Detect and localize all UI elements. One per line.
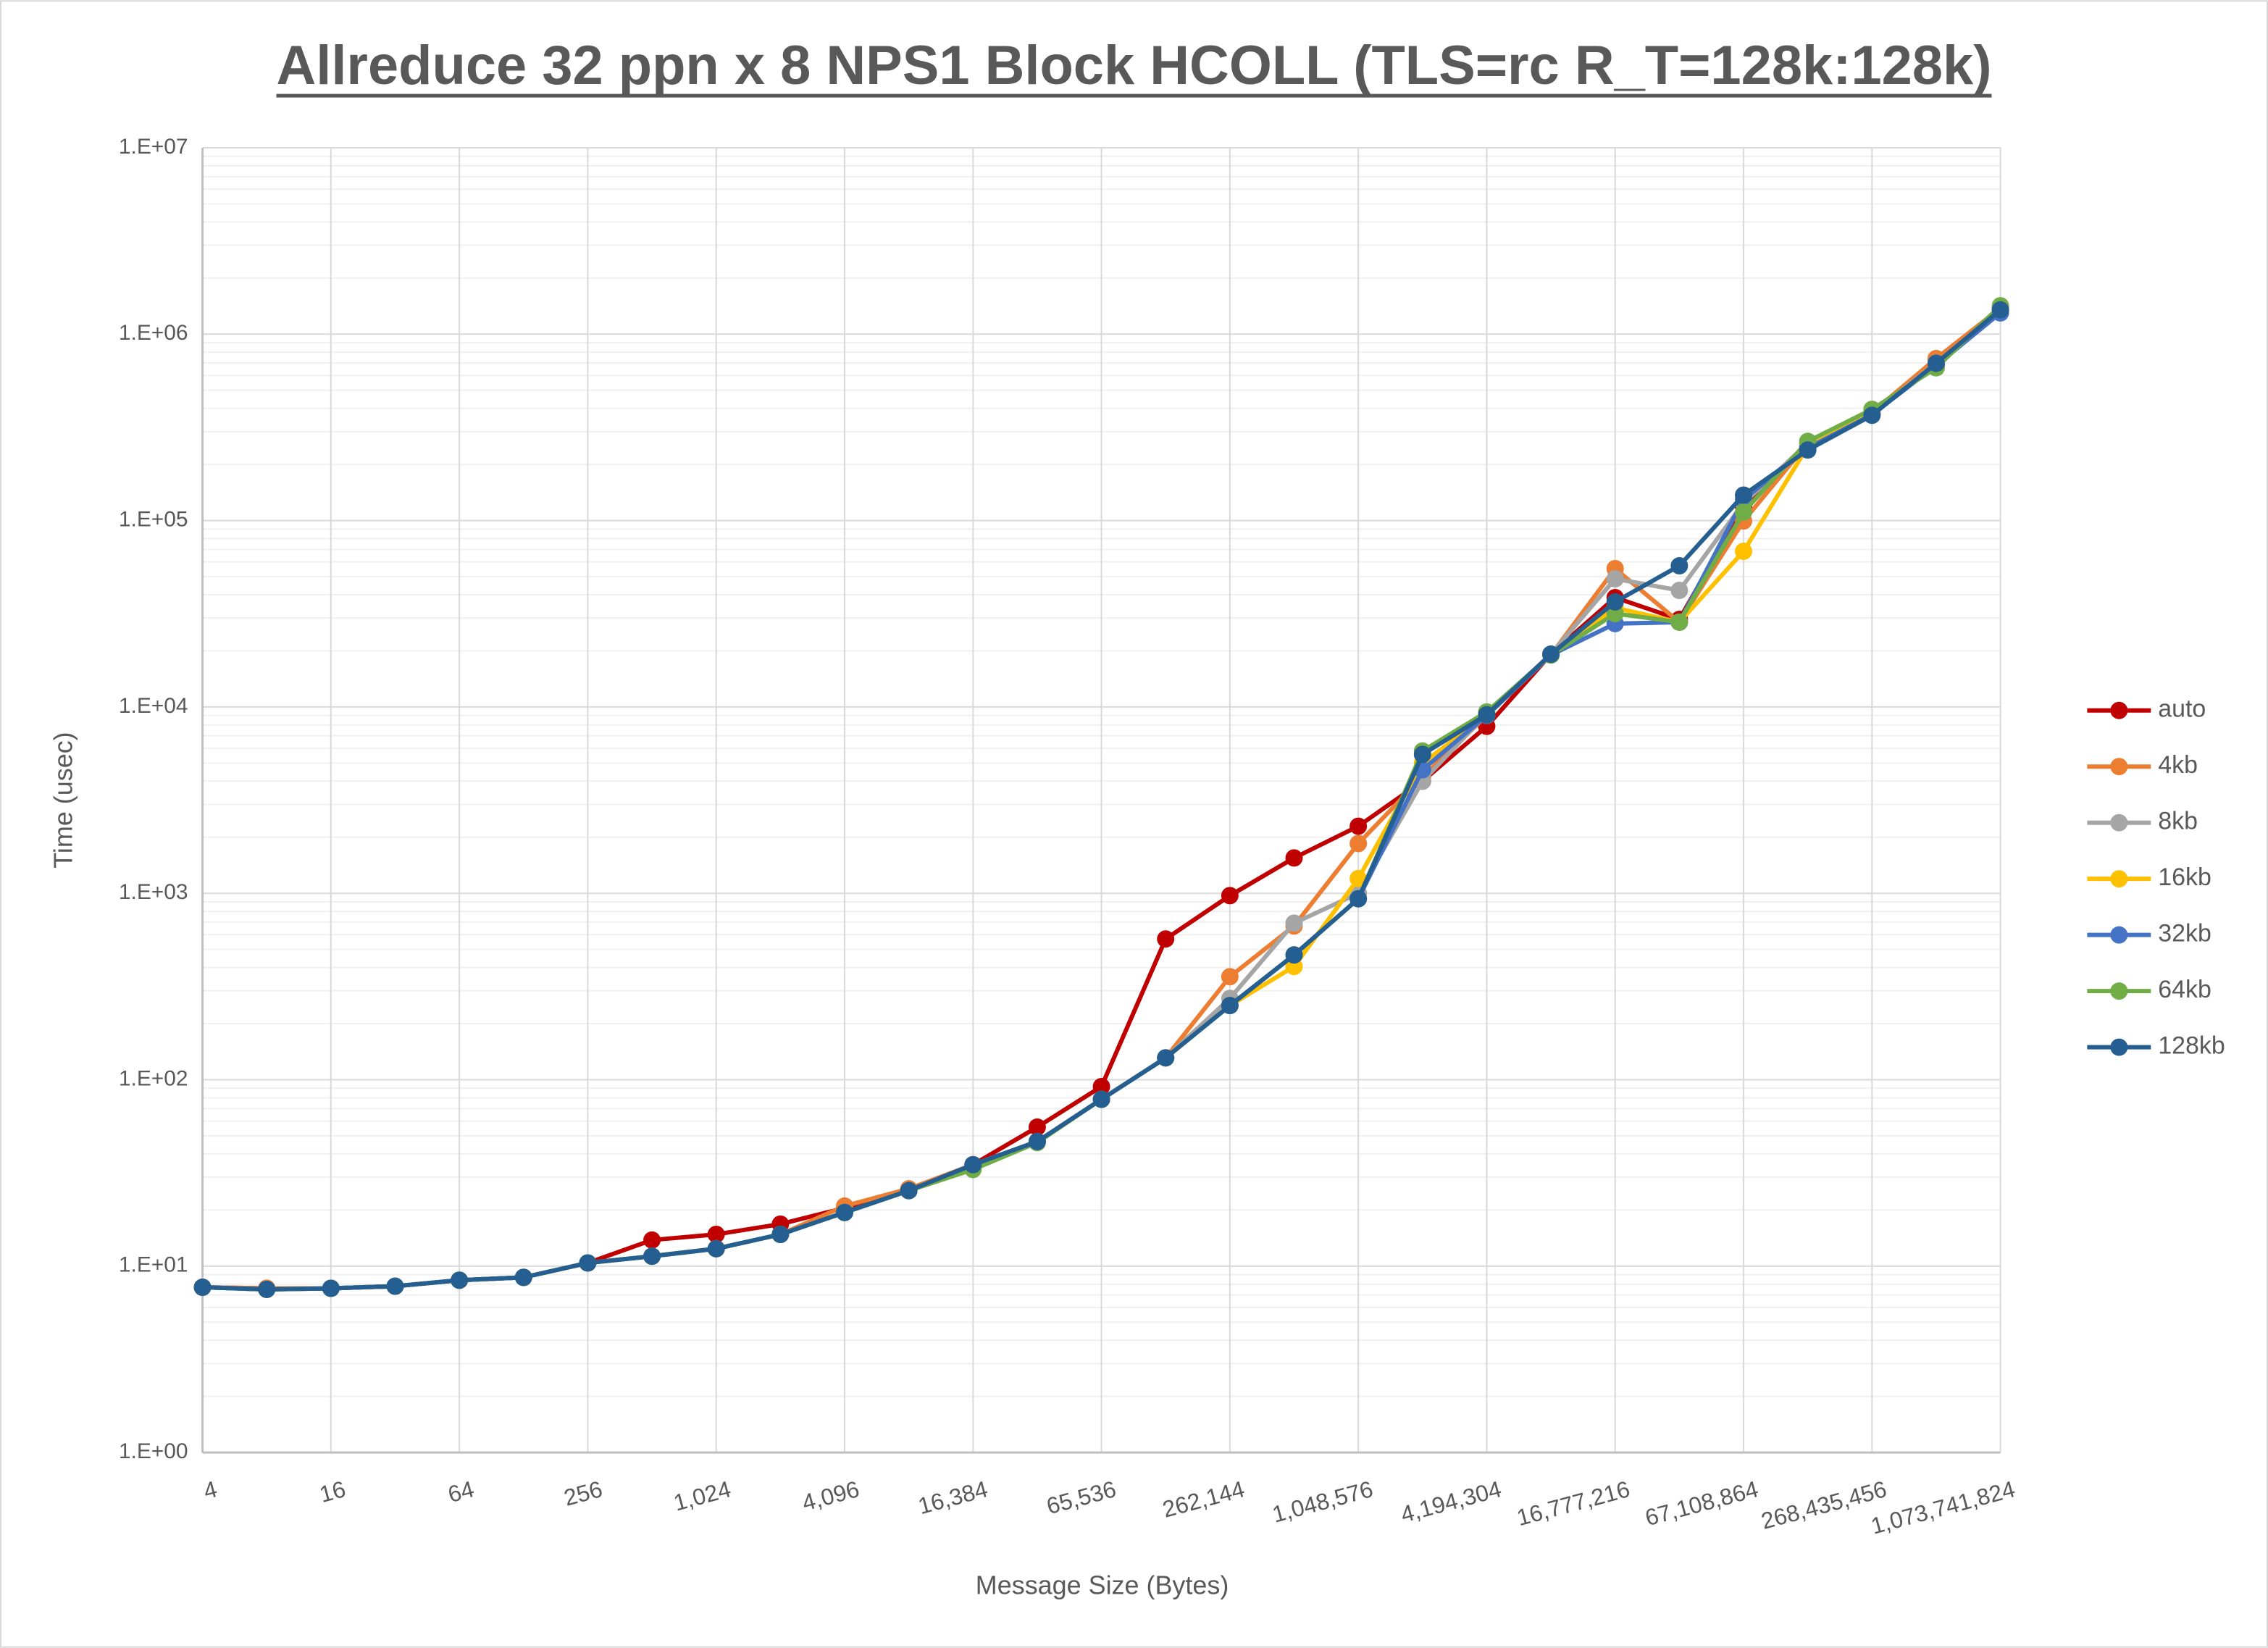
legend-marker (2110, 701, 2128, 719)
data-point (964, 1155, 982, 1174)
legend-label: auto (2158, 695, 2206, 723)
y-tick-label: 1.E+03 (119, 880, 188, 904)
chart-title: Allreduce 32 ppn x 8 NPS1 Block HCOLL (T… (277, 35, 1992, 96)
legend-label: 128kb (2158, 1032, 2225, 1060)
legend-marker (2110, 926, 2128, 944)
data-point (1285, 914, 1303, 932)
data-point (386, 1277, 404, 1295)
y-tick-label: 1.E+05 (119, 508, 188, 532)
y-tick-label: 1.E+04 (119, 694, 188, 718)
legend-marker (2110, 758, 2128, 776)
y-tick-label: 1.E+02 (119, 1066, 188, 1090)
data-point (1863, 406, 1881, 424)
data-point (1157, 1049, 1175, 1067)
x-axis-label: Message Size (Bytes) (976, 1570, 1229, 1599)
data-point (1927, 354, 1945, 372)
data-point (707, 1239, 725, 1258)
y-axis-label: Time (usec) (48, 732, 78, 868)
data-point (1349, 869, 1368, 887)
data-point (643, 1231, 661, 1249)
data-point (514, 1268, 532, 1287)
data-point (1606, 593, 1624, 611)
data-point (771, 1226, 790, 1243)
data-point (1735, 543, 1752, 561)
legend-label: 4kb (2158, 751, 2198, 779)
data-point (1413, 745, 1431, 764)
data-point (1157, 930, 1175, 948)
data-point (1606, 570, 1624, 587)
y-tick-label: 1.E+06 (119, 321, 188, 345)
data-point (193, 1279, 212, 1296)
legend-label: 8kb (2158, 808, 2198, 835)
data-point (1735, 486, 1752, 504)
data-point (451, 1271, 469, 1289)
data-point (1221, 997, 1239, 1015)
data-point (1799, 441, 1817, 459)
data-point (1735, 503, 1752, 521)
data-point (900, 1181, 918, 1200)
data-point (1221, 968, 1239, 986)
x-tick-label: 16 (317, 1476, 348, 1507)
x-tick-label: 64 (445, 1476, 477, 1507)
legend-marker (2110, 813, 2128, 832)
data-point (1028, 1132, 1046, 1150)
data-point (1478, 706, 1496, 724)
data-point (643, 1247, 661, 1266)
legend-label: 16kb (2158, 863, 2211, 891)
data-point (1670, 582, 1689, 599)
grid (201, 146, 2001, 1454)
data-point (707, 1226, 725, 1243)
data-point (1349, 817, 1368, 835)
legend-marker (2110, 982, 2128, 1000)
legend-label: 32kb (2158, 920, 2211, 948)
legend-marker (2110, 870, 2128, 888)
data-point (258, 1280, 276, 1298)
data-point (1349, 835, 1368, 853)
data-point (1285, 849, 1303, 867)
data-point (1092, 1077, 1110, 1095)
data-point (579, 1254, 597, 1272)
legend-label: 64kb (2158, 976, 2211, 1003)
y-tick-label: 1.E+00 (119, 1439, 188, 1463)
data-point (322, 1279, 340, 1297)
data-point (1221, 887, 1239, 905)
data-point (1285, 946, 1303, 964)
legend-marker (2110, 1038, 2128, 1056)
y-tick-label: 1.E+01 (119, 1253, 188, 1277)
data-point (1542, 645, 1560, 663)
data-point (1670, 557, 1689, 575)
y-tick-label: 1.E+07 (119, 135, 188, 159)
data-point (1349, 890, 1368, 908)
data-point (1092, 1090, 1110, 1108)
data-point (1670, 613, 1689, 631)
data-point (1028, 1118, 1046, 1136)
data-point (836, 1203, 853, 1221)
data-point (1991, 301, 2009, 319)
